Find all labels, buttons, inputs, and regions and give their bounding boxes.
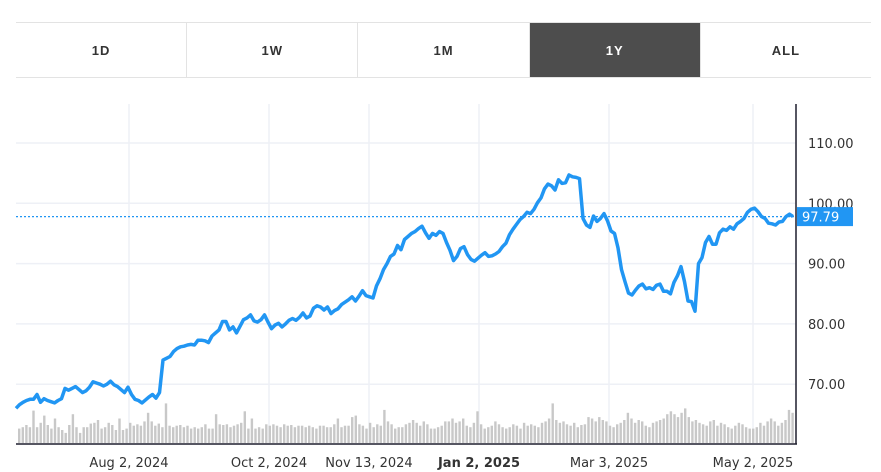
x-axis-labels: Aug 2, 2024 Oct 2, 2024 Nov 13, 2024 Jan 2,… [89,456,793,471]
current-price-tag: 97.79 [797,207,853,227]
current-price-label: 97.79 [802,211,839,226]
volume-bars [18,403,794,443]
tab-1m[interactable]: 1M [358,23,530,77]
tab-1d[interactable]: 1D [16,23,188,77]
tab-1y[interactable]: 1Y [529,23,701,77]
price-line[interactable] [14,173,794,410]
x-tick-label: Jan 2, 2025 [437,456,520,471]
x-tick-label: May 2, 2025 [713,456,794,471]
x-tick-label: Nov 13, 2024 [325,456,412,471]
y-tick-label: 110.00 [808,137,854,152]
y-tick-label: 70.00 [808,378,845,393]
chart-grid [16,104,796,443]
y-tick-label: 80.00 [808,318,845,333]
x-tick-label: Aug 2, 2024 [89,456,168,471]
x-tick-label: Mar 3, 2025 [570,456,648,471]
y-tick-label: 90.00 [808,258,845,273]
tab-all[interactable]: ALL [771,42,801,58]
timeframe-tabs: 1D 1W 1M 1Y ALL [16,22,871,78]
x-tick-label: Oct 2, 2024 [231,456,307,471]
tab-1w[interactable]: 1W [187,23,359,77]
